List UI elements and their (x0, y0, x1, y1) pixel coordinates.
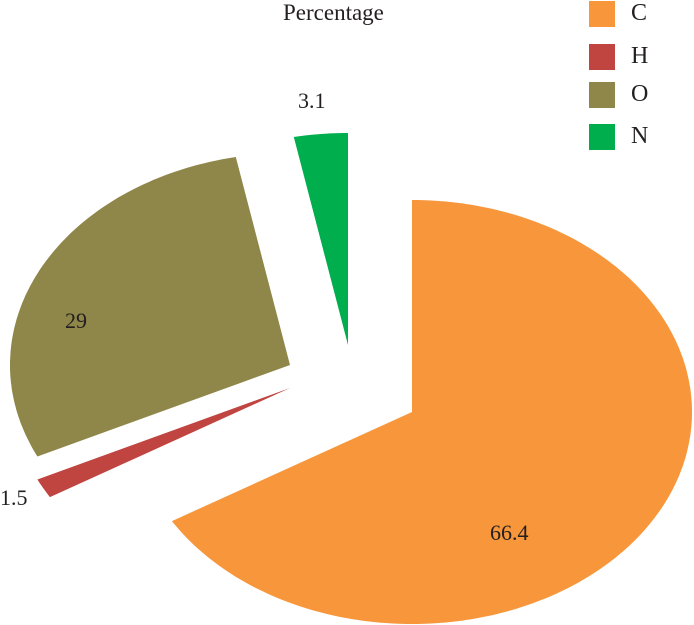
legend-item-O: O (589, 81, 648, 108)
legend-item-N: N (589, 123, 648, 150)
legend-label: C (631, 0, 648, 26)
pie-slice-N (293, 133, 348, 345)
legend-swatch (589, 43, 615, 70)
data-label-O: 29 (65, 308, 87, 333)
pie-slice-H (37, 388, 291, 498)
legend-item-H: H (589, 43, 648, 70)
legend-label: H (631, 43, 649, 69)
legend-swatch (589, 123, 615, 150)
data-label-N: 3.1 (298, 88, 326, 113)
pie-slice-O (10, 157, 290, 457)
legend-label: O (631, 81, 649, 107)
data-label-H: 1.5 (0, 485, 28, 510)
legend-label: N (631, 123, 649, 149)
legend-swatch (589, 0, 615, 27)
data-label-C: 66.4 (490, 520, 529, 545)
pie-slice-C (171, 200, 692, 624)
legend-swatch (589, 81, 615, 108)
legend-item-C: C (589, 0, 647, 27)
chart-title: Percentage (283, 0, 384, 25)
